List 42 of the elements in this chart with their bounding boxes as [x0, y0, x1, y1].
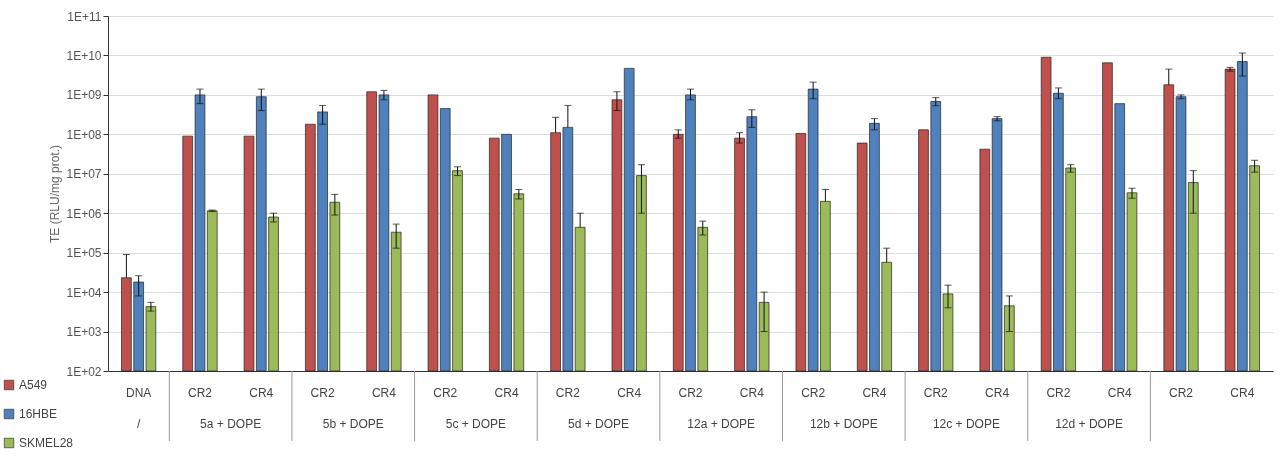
text: 12a + DOPE: [687, 417, 756, 431]
x-tick-label: CR2: [1169, 386, 1194, 400]
x-tick-label: CR4: [249, 386, 274, 400]
x-tick-label: CR2: [310, 386, 335, 400]
legend-label: 16HBE: [19, 407, 58, 421]
x-tick-label: CR2: [187, 386, 213, 400]
y-tick-label: 1E+02: [66, 364, 102, 379]
x-tick-label: CR2: [678, 386, 703, 400]
x-tick-label: CR2: [923, 386, 949, 400]
y-tick-label: 1E+10: [66, 48, 102, 63]
y-tick-label: 1E+11: [67, 9, 102, 24]
text: 12c + DOPE: [932, 417, 1000, 431]
legend-label: A549: [19, 378, 48, 392]
text: 5c + DOPE: [445, 417, 507, 431]
x-tick-label: CR4: [1230, 386, 1255, 400]
legend-label: SKMEL28: [19, 436, 74, 450]
y-tick-label: 1E+05: [66, 246, 102, 261]
y-axis-title: TE (RLU/mg prot.): [48, 144, 63, 244]
text: 5d + DOPE: [568, 417, 630, 431]
x-tick-label: CR4: [371, 386, 397, 400]
x-tick-label: CR4: [1107, 386, 1133, 400]
x-tick-label: DNA: [125, 386, 152, 400]
y-tick-label: 1E+04: [66, 285, 102, 300]
x-tick-label: CR2: [433, 386, 458, 400]
text: 5a + DOPE: [200, 417, 262, 431]
x-tick-label: CR2: [1046, 386, 1071, 400]
x-tick-label: CR4: [617, 386, 642, 400]
text: /: [136, 417, 141, 431]
y-tick-label: 1E+03: [66, 325, 102, 340]
text: 12d + DOPE: [1055, 417, 1123, 431]
x-tick-label: CR4: [739, 386, 765, 400]
x-tick-label: CR4: [494, 386, 519, 400]
x-tick-label: CR4: [862, 386, 887, 400]
x-tick-label: CR4: [985, 386, 1010, 400]
x-tick-label: CR2: [801, 386, 826, 400]
y-tick-label: 1E+09: [66, 88, 102, 103]
y-tick-label: 1E+07: [66, 167, 102, 182]
x-tick-label: CR2: [555, 386, 581, 400]
y-tick-label: 1E+08: [66, 127, 102, 142]
text: 5b + DOPE: [322, 417, 384, 431]
y-tick-label: 1E+06: [66, 206, 102, 221]
text: 12b + DOPE: [809, 417, 878, 431]
